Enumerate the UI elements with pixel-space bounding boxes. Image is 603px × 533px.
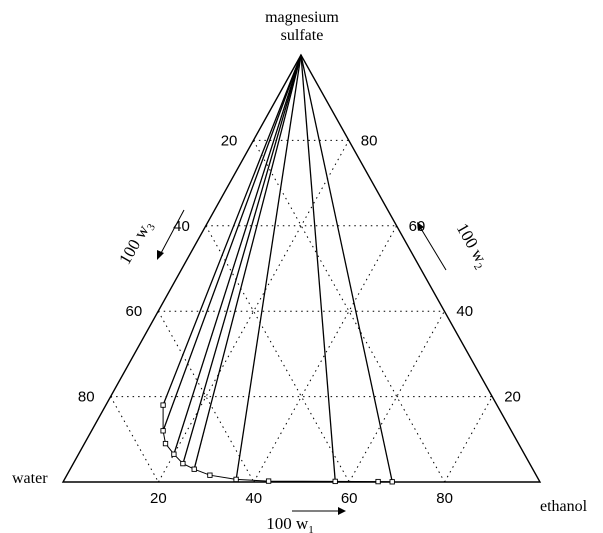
binodal-curve [161, 403, 395, 484]
arrow-w3 [157, 210, 184, 260]
tie-lines [163, 55, 392, 482]
data-point [208, 473, 212, 477]
data-point [376, 479, 380, 483]
vertex-label-ethanol: ethanol [540, 498, 588, 515]
arrow-w2 [417, 222, 446, 270]
grid-line-w3-20 [253, 140, 444, 482]
tie-line [301, 55, 392, 482]
tie-line [174, 55, 301, 454]
data-point [172, 452, 176, 456]
tick-label-w3-20: 20 [221, 132, 238, 149]
tick-label-w3-60: 60 [126, 303, 143, 320]
binodal-line [163, 405, 392, 482]
data-point [161, 403, 165, 407]
grid-line-w3-40 [206, 226, 349, 482]
tie-line [163, 55, 301, 431]
data-point [266, 479, 270, 483]
tie-line [301, 55, 335, 481]
triangle-frame [63, 55, 540, 482]
svg-text:100 w2: 100 w2 [450, 220, 493, 272]
tick-label-w1-60: 60 [341, 490, 358, 507]
data-point [192, 467, 196, 471]
tick-label-w1-80: 80 [436, 490, 453, 507]
data-point [161, 429, 165, 433]
vertex-label-magnesium-sulfate: magnesium sulfate [265, 9, 339, 44]
grid-line-w1-80 [445, 397, 493, 482]
tie-line [183, 55, 301, 464]
vertex-label-water: water [12, 470, 48, 487]
data-point [163, 441, 167, 445]
data-point [390, 480, 394, 484]
tick-label-w2-80: 80 [361, 132, 378, 149]
axis-title-w1: 100 w1 [266, 514, 314, 533]
axis-title-w3: 100 w3 [115, 216, 158, 269]
svg-text:100 w3: 100 w3 [115, 216, 158, 269]
tick-label-w2-40: 40 [456, 303, 473, 320]
axis-title-w2: 100 w2 [450, 220, 493, 272]
tick-label-w2-20: 20 [504, 389, 521, 406]
dotted-grid [111, 140, 493, 482]
grid-line-w3-80 [111, 397, 159, 482]
data-point [234, 477, 238, 481]
data-point [333, 479, 337, 483]
tick-label-w1-20: 20 [150, 490, 167, 507]
tick-label-w1-40: 40 [245, 490, 262, 507]
tick-label-w3-80: 80 [78, 389, 95, 406]
data-point [181, 461, 185, 465]
